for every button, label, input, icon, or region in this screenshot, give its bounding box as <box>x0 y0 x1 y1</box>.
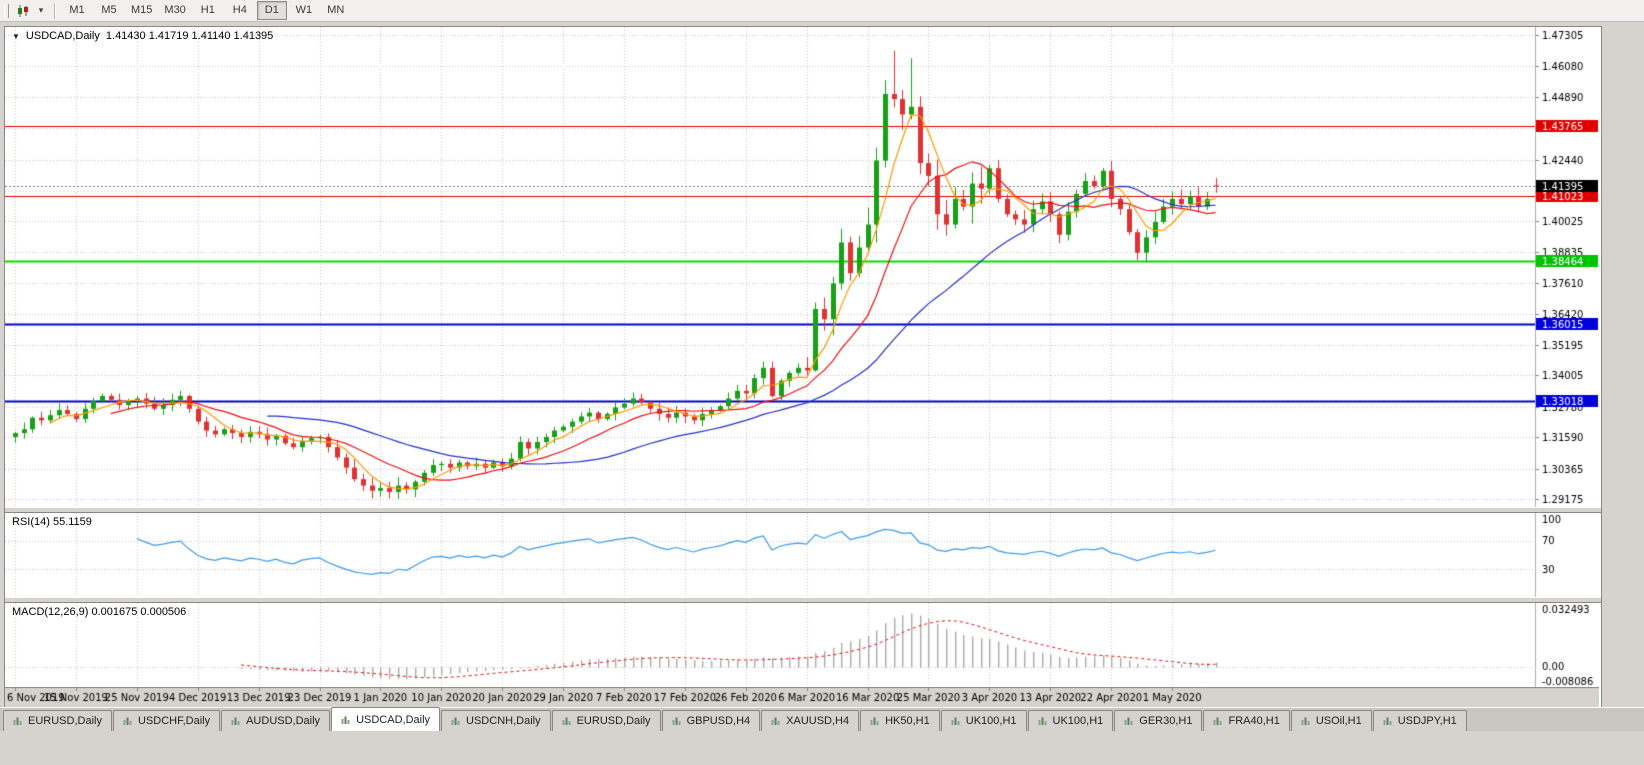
toolbar-grip[interactable] <box>4 3 9 18</box>
pane-splitter[interactable] <box>5 597 1601 603</box>
chart-tab-ger30-h1[interactable]: GER30,H1 <box>1114 710 1203 731</box>
chart-tab-label: USDCNH,Daily <box>466 715 541 727</box>
chart-tab-bar: EURUSD,Daily USDCHF,Daily AUDUSD,Daily USDC… <box>0 707 1644 731</box>
chart-tab-label: HK50,H1 <box>885 715 930 727</box>
chart-tab-usdcnh-daily[interactable]: USDCNH,Daily <box>441 710 551 731</box>
timeframe-button-h4[interactable]: H4 <box>232 4 247 16</box>
timeframe-button-m5[interactable]: M5 <box>101 4 117 16</box>
chart-tab-icon <box>1038 717 1047 725</box>
chart-tab-eurusd-daily[interactable]: EURUSD,Daily <box>3 710 112 731</box>
chart-tab-fra40-h1[interactable]: FRA40,H1 <box>1203 710 1290 731</box>
chart-tab-label: GER30,H1 <box>1139 715 1193 727</box>
chart-tab-gbpusd-h4[interactable]: GBPUSD,H4 <box>661 710 761 731</box>
chart-symbol-label: USDCAD,Daily <box>25 30 100 42</box>
chart-tab-icon <box>231 717 240 725</box>
chart-tab-uk100-h1[interactable]: UK100,H1 <box>1027 710 1114 731</box>
macd-header: MACD(12,26,9) 0.001675 0.000506 <box>12 606 186 618</box>
chart-tab-label: USOil,H1 <box>1315 715 1362 727</box>
chart-tab-icon <box>1124 717 1133 725</box>
chart-tab-label: USDCAD,Daily <box>356 713 431 726</box>
chart-tab-label: EURUSD,Daily <box>28 715 102 727</box>
chart-tab-icon <box>870 717 879 725</box>
collapse-caret-icon: ▼ <box>12 31 20 41</box>
timeframe-button-m1[interactable]: M1 <box>69 4 85 16</box>
chart-tab-label: GBPUSD,H4 <box>686 715 751 727</box>
chart-tab-usdjpy-h1[interactable]: USDJPY,H1 <box>1372 710 1467 731</box>
macd-label: MACD(12,26,9) 0.001675 0.000506 <box>12 606 187 618</box>
chart-tab-usoil-h1[interactable]: USOil,H1 <box>1290 710 1372 731</box>
chart-tab-label: EURUSD,Daily <box>576 715 651 727</box>
timeframe-button-m30[interactable]: M30 <box>164 4 186 16</box>
chart-tab-hk50-h1[interactable]: HK50,H1 <box>860 710 940 731</box>
pane-splitter[interactable] <box>5 507 1601 513</box>
timeframe-button-w1[interactable]: W1 <box>295 4 313 16</box>
chart-type-button[interactable] <box>13 1 33 21</box>
timeframe-button-group: M1 M5 M15 M30 H1 H4 D1 W1 MN <box>61 1 352 20</box>
chart-tab-label: UK100,H1 <box>1052 715 1104 727</box>
chart-tab-icon <box>951 717 960 725</box>
chart-ohlc-header: ▼ USDCAD,Daily 1.41430 1.41719 1.41140 1… <box>12 30 273 42</box>
main-chart-canvas[interactable] <box>5 27 1599 507</box>
chart-ohlc-values: 1.41430 1.41719 1.41140 1.41395 <box>105 30 274 42</box>
timeframe-button-d1[interactable]: D1 <box>256 1 287 20</box>
macd-pane: MACD(12,26,9) 0.001675 0.000506 <box>5 603 1601 687</box>
chart-type-dropdown-icon[interactable]: ▾ <box>38 5 44 15</box>
chart-tab-usdchf-daily[interactable]: USDCHF,Daily <box>112 710 221 731</box>
candlestick-icon <box>18 4 28 17</box>
time-axis[interactable] <box>5 687 1599 707</box>
chart-tab-usdcad-daily[interactable]: USDCAD,Daily <box>331 707 441 731</box>
chart-tab-xauusd-h4[interactable]: XAUUSD,H4 <box>761 710 860 731</box>
chart-tab-label: USDCHF,Daily <box>137 715 211 727</box>
chart-tab-icon <box>341 716 350 724</box>
chart-tab-eurusd-daily[interactable]: EURUSD,Daily <box>551 710 661 731</box>
toolbar-separator <box>54 2 56 19</box>
chart-tab-label: FRA40,H1 <box>1228 715 1280 727</box>
chart-tab-label: XAUUSD,H4 <box>786 715 850 727</box>
chart-tab-icon <box>451 717 460 725</box>
chart-tab-icon <box>1213 717 1222 725</box>
rsi-header: RSI(14) 55.1159 <box>12 516 92 528</box>
main-chart-pane: ▼ USDCAD,Daily 1.41430 1.41719 1.41140 1… <box>5 27 1601 507</box>
chart-tab-label: UK100,H1 <box>965 715 1017 727</box>
chart-tab-label: USDJPY,H1 <box>1397 715 1457 727</box>
timeframe-button-mn[interactable]: MN <box>327 4 345 16</box>
chart-tab-icon <box>562 717 571 725</box>
chart-tab-uk100-h1[interactable]: UK100,H1 <box>940 710 1027 731</box>
chart-tab-audusd-daily[interactable]: AUDUSD,Daily <box>221 710 331 731</box>
rsi-canvas[interactable] <box>5 513 1599 597</box>
chart-tab-icon <box>771 717 780 725</box>
timeframe-button-m15[interactable]: M15 <box>131 4 153 16</box>
chart-tab-icon <box>13 717 22 725</box>
timeframe-button-h1[interactable]: H1 <box>200 4 215 16</box>
chart-tab-label: AUDUSD,Daily <box>246 715 321 727</box>
timeframes-toolbar: ▾ M1 M5 M15 M30 H1 H4 D1 W1 MN <box>0 0 1644 22</box>
chart-tab-icon <box>672 717 681 725</box>
chart-tab-icon <box>1301 717 1310 725</box>
rsi-pane: RSI(14) 55.1159 <box>5 513 1601 597</box>
macd-canvas[interactable] <box>5 603 1599 687</box>
chart-tab-icon <box>1383 717 1392 725</box>
rsi-label: RSI(14) 55.1159 <box>12 516 92 528</box>
chart-tab-icon <box>123 717 132 725</box>
chart-window: ▼ USDCAD,Daily 1.41430 1.41719 1.41140 1… <box>4 26 1602 708</box>
